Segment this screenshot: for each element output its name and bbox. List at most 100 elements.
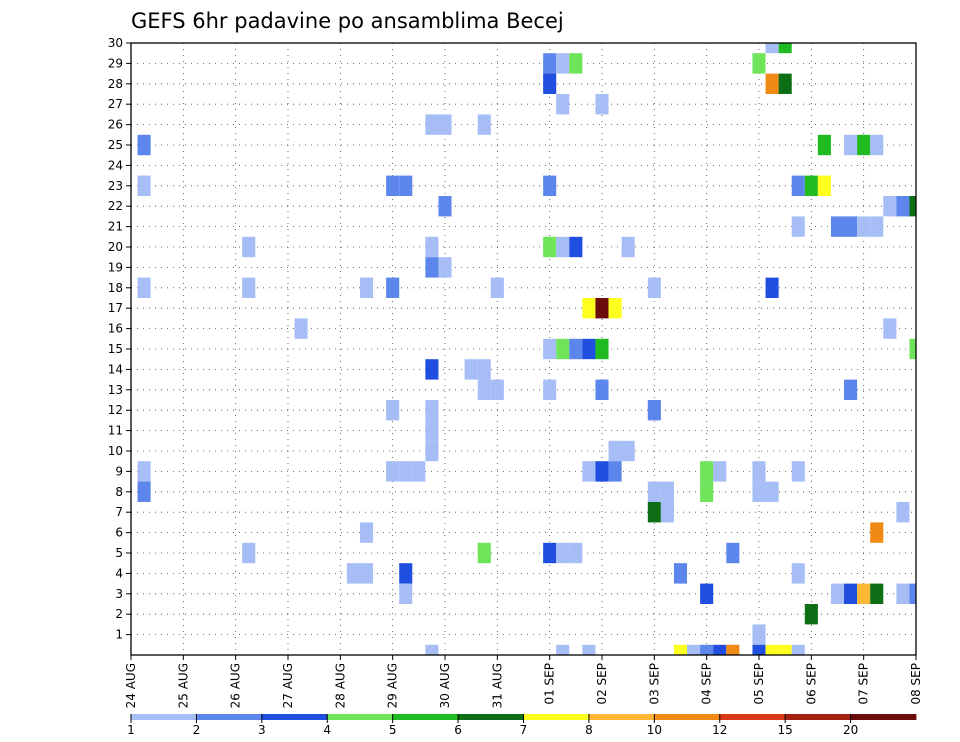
y-tick-label: 7 bbox=[115, 505, 123, 519]
y-tick-label: 10 bbox=[108, 444, 123, 458]
precip-cell bbox=[791, 175, 805, 196]
precip-cell bbox=[425, 257, 439, 278]
x-tick-label: 03 SEP bbox=[647, 663, 661, 705]
precip-cell bbox=[830, 216, 845, 237]
precip-cell bbox=[582, 461, 596, 482]
precip-cell bbox=[582, 338, 596, 360]
x-tick-label: 08 SEP bbox=[909, 663, 923, 705]
precip-cell bbox=[569, 338, 583, 360]
y-tick-label: 5 bbox=[115, 546, 123, 560]
y-tick-label: 13 bbox=[108, 383, 123, 397]
precip-cell bbox=[713, 644, 727, 655]
precip-cell bbox=[804, 604, 818, 625]
x-tick-label: 27 AUG bbox=[281, 663, 295, 708]
precip-cell bbox=[883, 196, 897, 217]
x-tick-label: 05 SEP bbox=[752, 663, 766, 705]
legend-swatch bbox=[327, 714, 394, 720]
legend-swatch bbox=[719, 714, 786, 720]
precip-cell bbox=[595, 461, 609, 482]
legend-label: 4 bbox=[323, 723, 331, 737]
precip-cell bbox=[399, 175, 413, 196]
precip-cell bbox=[660, 481, 674, 502]
precip-cell bbox=[844, 583, 858, 604]
precip-cell bbox=[687, 644, 701, 655]
legend-swatch bbox=[654, 714, 721, 720]
precip-cell bbox=[647, 277, 661, 298]
precip-cell bbox=[490, 277, 504, 298]
x-tick-label: 01 SEP bbox=[543, 663, 557, 705]
precip-cell bbox=[386, 277, 400, 298]
y-tick-label: 16 bbox=[108, 322, 123, 336]
precip-cell bbox=[700, 644, 714, 655]
y-tick-label: 6 bbox=[115, 526, 123, 540]
precip-cell bbox=[791, 563, 805, 584]
legend-label: 20 bbox=[843, 723, 858, 737]
y-tick-label: 17 bbox=[108, 301, 123, 315]
y-tick-label: 22 bbox=[108, 199, 123, 213]
legend-label: 15 bbox=[778, 723, 793, 737]
precip-cell bbox=[425, 236, 439, 258]
precip-cell bbox=[412, 461, 426, 482]
y-tick-label: 20 bbox=[108, 240, 123, 254]
precip-cell bbox=[647, 400, 661, 421]
precip-cell bbox=[556, 94, 570, 115]
precip-cell bbox=[673, 563, 688, 584]
x-tick-label: 31 AUG bbox=[490, 663, 504, 708]
precip-cell bbox=[386, 400, 400, 421]
y-tick-label: 2 bbox=[115, 607, 123, 621]
precip-cell bbox=[569, 53, 583, 74]
y-tick-label: 25 bbox=[108, 138, 123, 152]
precip-cell bbox=[844, 379, 858, 400]
x-tick-label: 07 SEP bbox=[857, 663, 871, 705]
precip-cell bbox=[569, 236, 583, 258]
precip-cell bbox=[726, 644, 740, 655]
precip-cell bbox=[844, 134, 858, 156]
precip-cell bbox=[464, 359, 478, 380]
x-tick-label: 02 SEP bbox=[595, 663, 609, 705]
precip-cell bbox=[804, 175, 818, 196]
precip-cell bbox=[556, 53, 570, 74]
precip-cell bbox=[778, 73, 792, 94]
precip-cell bbox=[137, 277, 151, 298]
precip-cell bbox=[700, 461, 714, 482]
precip-cell bbox=[242, 277, 256, 298]
precip-cell bbox=[582, 298, 596, 319]
precip-cell bbox=[425, 420, 439, 441]
precip-cell bbox=[399, 583, 413, 604]
precip-cell bbox=[477, 359, 491, 380]
precip-cell bbox=[556, 236, 570, 258]
precip-cell bbox=[896, 583, 910, 604]
legend-swatch bbox=[850, 714, 917, 720]
precip-cell bbox=[399, 461, 413, 482]
precip-cell bbox=[425, 644, 439, 655]
y-tick-label: 26 bbox=[108, 118, 123, 132]
precip-cell bbox=[909, 196, 916, 217]
precip-cell bbox=[543, 542, 557, 564]
y-tick-label: 28 bbox=[108, 77, 123, 91]
legend-label: 10 bbox=[647, 723, 662, 737]
x-tick-label: 28 AUG bbox=[333, 663, 347, 708]
precip-cell bbox=[752, 624, 766, 645]
precip-cell bbox=[791, 644, 805, 655]
precip-cell bbox=[765, 43, 779, 54]
precip-cell bbox=[660, 502, 674, 523]
y-tick-label: 24 bbox=[108, 158, 123, 172]
precip-cell bbox=[399, 563, 413, 584]
precip-cell bbox=[726, 542, 740, 564]
precip-cell bbox=[543, 175, 557, 196]
precip-cell bbox=[896, 196, 910, 217]
legend-label: 6 bbox=[454, 723, 462, 737]
precip-cell bbox=[556, 542, 570, 564]
legend-label: 5 bbox=[389, 723, 397, 737]
precip-cell bbox=[242, 542, 256, 564]
y-tick-label: 14 bbox=[108, 362, 123, 376]
y-tick-label: 12 bbox=[108, 403, 123, 417]
y-tick-label: 9 bbox=[115, 464, 123, 478]
precip-cell bbox=[857, 134, 871, 156]
heatmap-cells bbox=[137, 43, 916, 655]
x-tick-label: 24 AUG bbox=[124, 663, 138, 708]
y-tick-label: 18 bbox=[108, 281, 123, 295]
precip-cell bbox=[647, 481, 661, 502]
precip-cell bbox=[752, 461, 766, 482]
